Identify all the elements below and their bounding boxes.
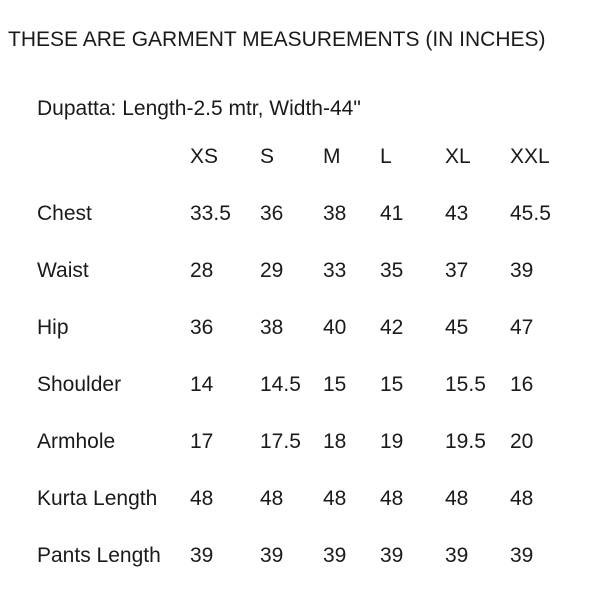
cell-value: 39 [380,543,404,567]
size-col-header-m: M [323,144,341,168]
cell-value: 14 [190,372,214,396]
cell-value: 19 [380,429,404,453]
cell-value: 18 [323,429,347,453]
size-col-header-xs: XS [190,144,219,168]
cell-value: 39 [190,543,214,567]
cell-value: 40 [323,315,347,339]
row-label: Hip [37,315,69,339]
cell-value: 43 [445,201,469,225]
table-row-pants-length: Pants Length 39 39 39 39 39 39 [37,527,570,584]
row-label: Chest [37,201,92,225]
size-chart-table: XS S M L XL XXL Chest 33.5 36 38 41 43 4… [37,128,570,584]
cell-value: 15.5 [445,372,486,396]
cell-value: 48 [380,486,404,510]
cell-value: 17.5 [260,429,301,453]
size-header-empty [37,128,190,185]
dupatta-note: Dupatta: Length-2.5 mtr, Width-44" [37,97,361,120]
size-header-row: XS S M L XL XXL [37,128,570,185]
cell-value: 15 [380,372,404,396]
cell-value: 20 [510,429,534,453]
cell-value: 36 [190,315,214,339]
cell-value: 48 [323,486,347,510]
cell-value: 41 [380,201,404,225]
cell-value: 39 [445,543,469,567]
cell-value: 33.5 [190,201,231,225]
table-row-waist: Waist 28 29 33 35 37 39 [37,242,570,299]
size-col-header-l: L [380,144,392,168]
cell-value: 14.5 [260,372,301,396]
cell-value: 39 [260,543,284,567]
cell-value: 39 [510,258,534,282]
cell-value: 42 [380,315,404,339]
cell-value: 19.5 [445,429,486,453]
cell-value: 38 [323,201,347,225]
size-col-header-xxl: XXL [510,144,550,168]
table-row-shoulder: Shoulder 14 14.5 15 15 15.5 16 [37,356,570,413]
page-title: THESE ARE GARMENT MEASUREMENTS (IN INCHE… [8,28,546,51]
cell-value: 16 [510,372,534,396]
table-row-chest: Chest 33.5 36 38 41 43 45.5 [37,185,570,242]
row-label: Kurta Length [37,486,158,510]
row-label: Shoulder [37,372,122,396]
size-col-header-xl: XL [445,144,471,168]
cell-value: 45 [445,315,469,339]
cell-value: 48 [445,486,469,510]
cell-value: 38 [260,315,284,339]
cell-value: 48 [190,486,214,510]
cell-value: 28 [190,258,214,282]
cell-value: 47 [510,315,534,339]
row-label: Pants Length [37,543,161,567]
cell-value: 29 [260,258,284,282]
cell-value: 17 [190,429,214,453]
cell-value: 45.5 [510,201,551,225]
cell-value: 37 [445,258,469,282]
cell-value: 36 [260,201,284,225]
cell-value: 39 [510,543,534,567]
cell-value: 33 [323,258,347,282]
row-label: Armhole [37,429,116,453]
cell-value: 39 [323,543,347,567]
table-row-hip: Hip 36 38 40 42 45 47 [37,299,570,356]
table-row-kurta-length: Kurta Length 48 48 48 48 48 48 [37,470,570,527]
size-col-header-s: S [260,144,275,168]
cell-value: 15 [323,372,347,396]
cell-value: 48 [260,486,284,510]
table-row-armhole: Armhole 17 17.5 18 19 19.5 20 [37,413,570,470]
cell-value: 35 [380,258,404,282]
cell-value: 48 [510,486,534,510]
row-label: Waist [37,258,89,282]
